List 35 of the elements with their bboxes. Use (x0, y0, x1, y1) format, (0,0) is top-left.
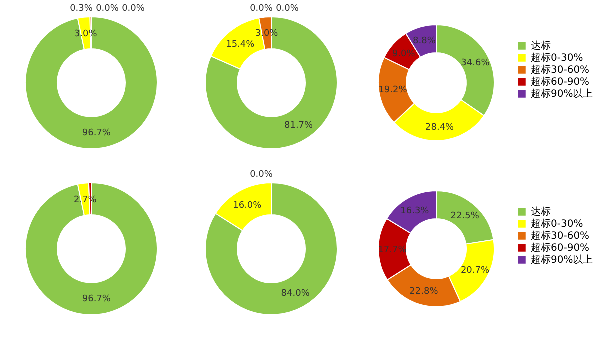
data-label: 20.7% (460, 266, 490, 276)
donut-slice (25, 182, 158, 316)
legend-label: 超标60-90% (531, 76, 590, 88)
data-label: 16.0% (233, 201, 262, 212)
data-label: 96.7% (82, 128, 112, 139)
text: 0.0% (276, 4, 299, 14)
text: 0.0% (122, 4, 145, 14)
legend-label: 超标0-30% (531, 218, 584, 230)
legend-label: 超标60-90% (531, 242, 590, 254)
data-label: 96.7% (82, 294, 112, 305)
text: 0.0% (250, 4, 273, 14)
data-label: 28.4% (426, 122, 455, 133)
text: 0.0% (96, 4, 119, 14)
legend-label: 超标0-30% (531, 52, 584, 64)
slice-label: 达标 (531, 206, 551, 218)
data-label: 22.8% (410, 287, 439, 298)
legend-label: 超标90%以上 (531, 88, 594, 100)
data-label: 9.0% (392, 49, 416, 60)
data-label: 19.2% (378, 86, 408, 96)
data-label: 16.3% (400, 206, 430, 217)
data-label: 34.6% (461, 58, 490, 69)
donut-slice (205, 16, 338, 150)
legend-label: 达标 (531, 40, 551, 52)
data-label: 15.4% (226, 40, 256, 50)
data-label: 84.0% (281, 288, 310, 299)
legend-label: 超标30-60% (531, 230, 590, 242)
legend-label: 超标30-60% (531, 64, 590, 76)
legend-label: 超标90%以上 (531, 254, 594, 266)
data-label: 0.3% (70, 4, 94, 14)
donut-slice (25, 16, 158, 150)
donut-slice (205, 182, 338, 316)
data-label: 81.7% (284, 120, 314, 131)
text: 0.0% (250, 170, 273, 180)
data-label: 8.8% (413, 36, 436, 47)
data-label: 22.5% (450, 212, 480, 222)
